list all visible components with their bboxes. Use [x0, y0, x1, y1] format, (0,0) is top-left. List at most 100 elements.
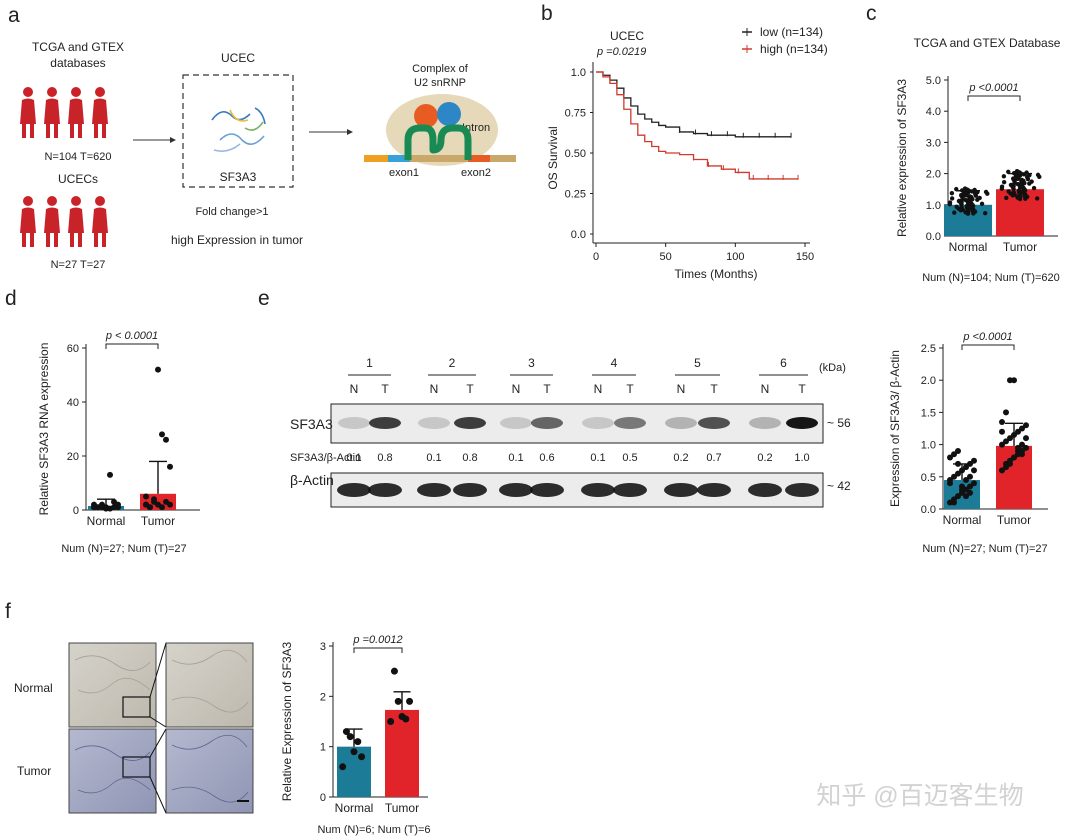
data-point — [1019, 451, 1025, 458]
band-sf3a3 — [749, 417, 781, 429]
complex-line2: U2 snRNP — [414, 77, 466, 89]
subunit-orange-icon — [414, 104, 438, 128]
lane-label-t: T — [626, 382, 634, 396]
data-point — [1010, 176, 1016, 181]
data-point — [1008, 182, 1014, 188]
person-body-icon — [44, 98, 60, 124]
box-title: UCEC — [221, 51, 255, 65]
f-row-tumor: Tumor — [17, 764, 51, 778]
y-axis-label: Relative expression of SF3A3 — [895, 79, 909, 237]
legend-low-label: low (n=134) — [760, 25, 823, 39]
y-tick-label: 40 — [67, 397, 79, 409]
panel-c-label: c — [866, 2, 877, 25]
exon-segment-a — [364, 155, 388, 162]
ratio-value: 0.8 — [377, 452, 392, 464]
person-leg-icon — [102, 124, 106, 138]
km-ytick-label: 0.75 — [565, 108, 586, 120]
e2-footer: Num (N)=27; Num (T)=27 — [922, 543, 1047, 555]
d-plot: 60 40 20 0 Relative SF3A3 RNA expression Norm… — [37, 330, 200, 528]
category-tumor: Tumor — [997, 513, 1031, 527]
band-sf3a3 — [369, 417, 401, 429]
y-tick-label: 5.0 — [926, 75, 941, 87]
lane-label-n: N — [594, 382, 603, 396]
data-point — [1019, 441, 1025, 448]
band-sf3a3 — [418, 417, 450, 429]
data-point — [1034, 196, 1040, 201]
ratio-value: 0.6 — [539, 452, 554, 464]
band-actin — [697, 483, 731, 497]
data-point — [342, 728, 350, 736]
e2-plot: 2.5 2.0 1.5 1.0 0.5 0.0 Expression of SF3A3/ β… — [888, 331, 1048, 527]
panel-e-label: e — [258, 287, 270, 310]
y-axis-label: Relative SF3A3 RNA expression — [37, 343, 51, 516]
zoom-line-tumor-a — [149, 728, 167, 758]
person-leg-icon — [78, 124, 82, 138]
data-point — [167, 501, 173, 508]
km-xtick-label: 0 — [593, 251, 599, 263]
panel-d: d Num (N)=27; Num (T)=27 60 40 20 0 Relative… — [5, 287, 200, 555]
lane-label-n: N — [761, 382, 770, 396]
band-sf3a3 — [582, 417, 614, 429]
p-value: p <0.0001 — [968, 82, 1018, 94]
intron-loop-icon — [404, 124, 472, 160]
data-point — [1014, 169, 1020, 174]
lane-label-n: N — [350, 382, 359, 396]
data-point — [1003, 464, 1009, 471]
high-expression: high Expression in tumor — [171, 233, 303, 247]
band-actin — [530, 483, 564, 497]
y-tick-label: 3 — [320, 641, 326, 653]
band-actin — [613, 483, 647, 497]
band-actin — [337, 483, 371, 497]
ratio-value: 0.5 — [622, 452, 637, 464]
zoom-line-normal-a — [149, 642, 167, 698]
significance-bracket — [961, 344, 1015, 350]
zoom-box-normal — [122, 696, 151, 718]
data-point — [358, 753, 366, 761]
data-point — [949, 196, 955, 201]
km-xlabel: Times (Months) — [675, 267, 758, 281]
data-point — [963, 198, 969, 203]
blot-row-sf3a3: SF3A3 — [290, 416, 333, 432]
lane-number: 1 — [366, 356, 373, 370]
protein-structure-icon — [211, 107, 266, 152]
y-tick-label: 0.0 — [921, 504, 936, 516]
data-point — [1011, 377, 1017, 384]
band-sf3a3 — [338, 417, 370, 429]
data-point — [1001, 179, 1007, 185]
d-footer: Num (N)=27; Num (T)=27 — [61, 543, 186, 555]
data-point — [1004, 195, 1009, 201]
ratio-value: 0.7 — [706, 452, 721, 464]
person-head-icon — [47, 196, 57, 206]
y-tick-label: 4.0 — [926, 106, 941, 118]
panel-a-label: a — [8, 4, 20, 27]
c-title: TCGA and GTEX Database — [914, 36, 1061, 50]
band-sf3a3 — [454, 417, 486, 429]
data-point — [962, 186, 968, 191]
ucecs-counts: N=27 T=27 — [51, 259, 106, 271]
complex-line1: Complex of — [412, 63, 469, 75]
data-point — [999, 419, 1005, 426]
data-point — [394, 697, 402, 705]
significance-bracket — [105, 343, 159, 349]
lane-label-t: T — [798, 382, 806, 396]
ratio-value: 0.2 — [757, 452, 772, 464]
c-plot: 5.0 4.0 3.0 2.0 1.0 0.0 Relative expression of… — [895, 75, 1058, 254]
data-point — [951, 499, 957, 506]
data-point — [972, 209, 978, 214]
y-tick-label: 0 — [320, 792, 326, 804]
data-point — [963, 464, 969, 471]
y-tick-label: 60 — [67, 343, 79, 355]
person-body-icon — [68, 207, 84, 233]
band-sf3a3 — [531, 417, 563, 429]
data-point — [1019, 425, 1025, 432]
person-head-icon — [23, 87, 33, 97]
y-tick-label: 20 — [67, 451, 79, 463]
data-point — [971, 467, 977, 474]
person-leg-icon — [70, 233, 74, 247]
exon2-segment — [468, 155, 490, 162]
mw-42: ~ 42 — [827, 479, 851, 493]
person-head-icon — [95, 196, 105, 206]
f-row-normal: Normal — [14, 681, 53, 695]
person-leg-icon — [94, 233, 98, 247]
data-point — [1022, 188, 1028, 193]
